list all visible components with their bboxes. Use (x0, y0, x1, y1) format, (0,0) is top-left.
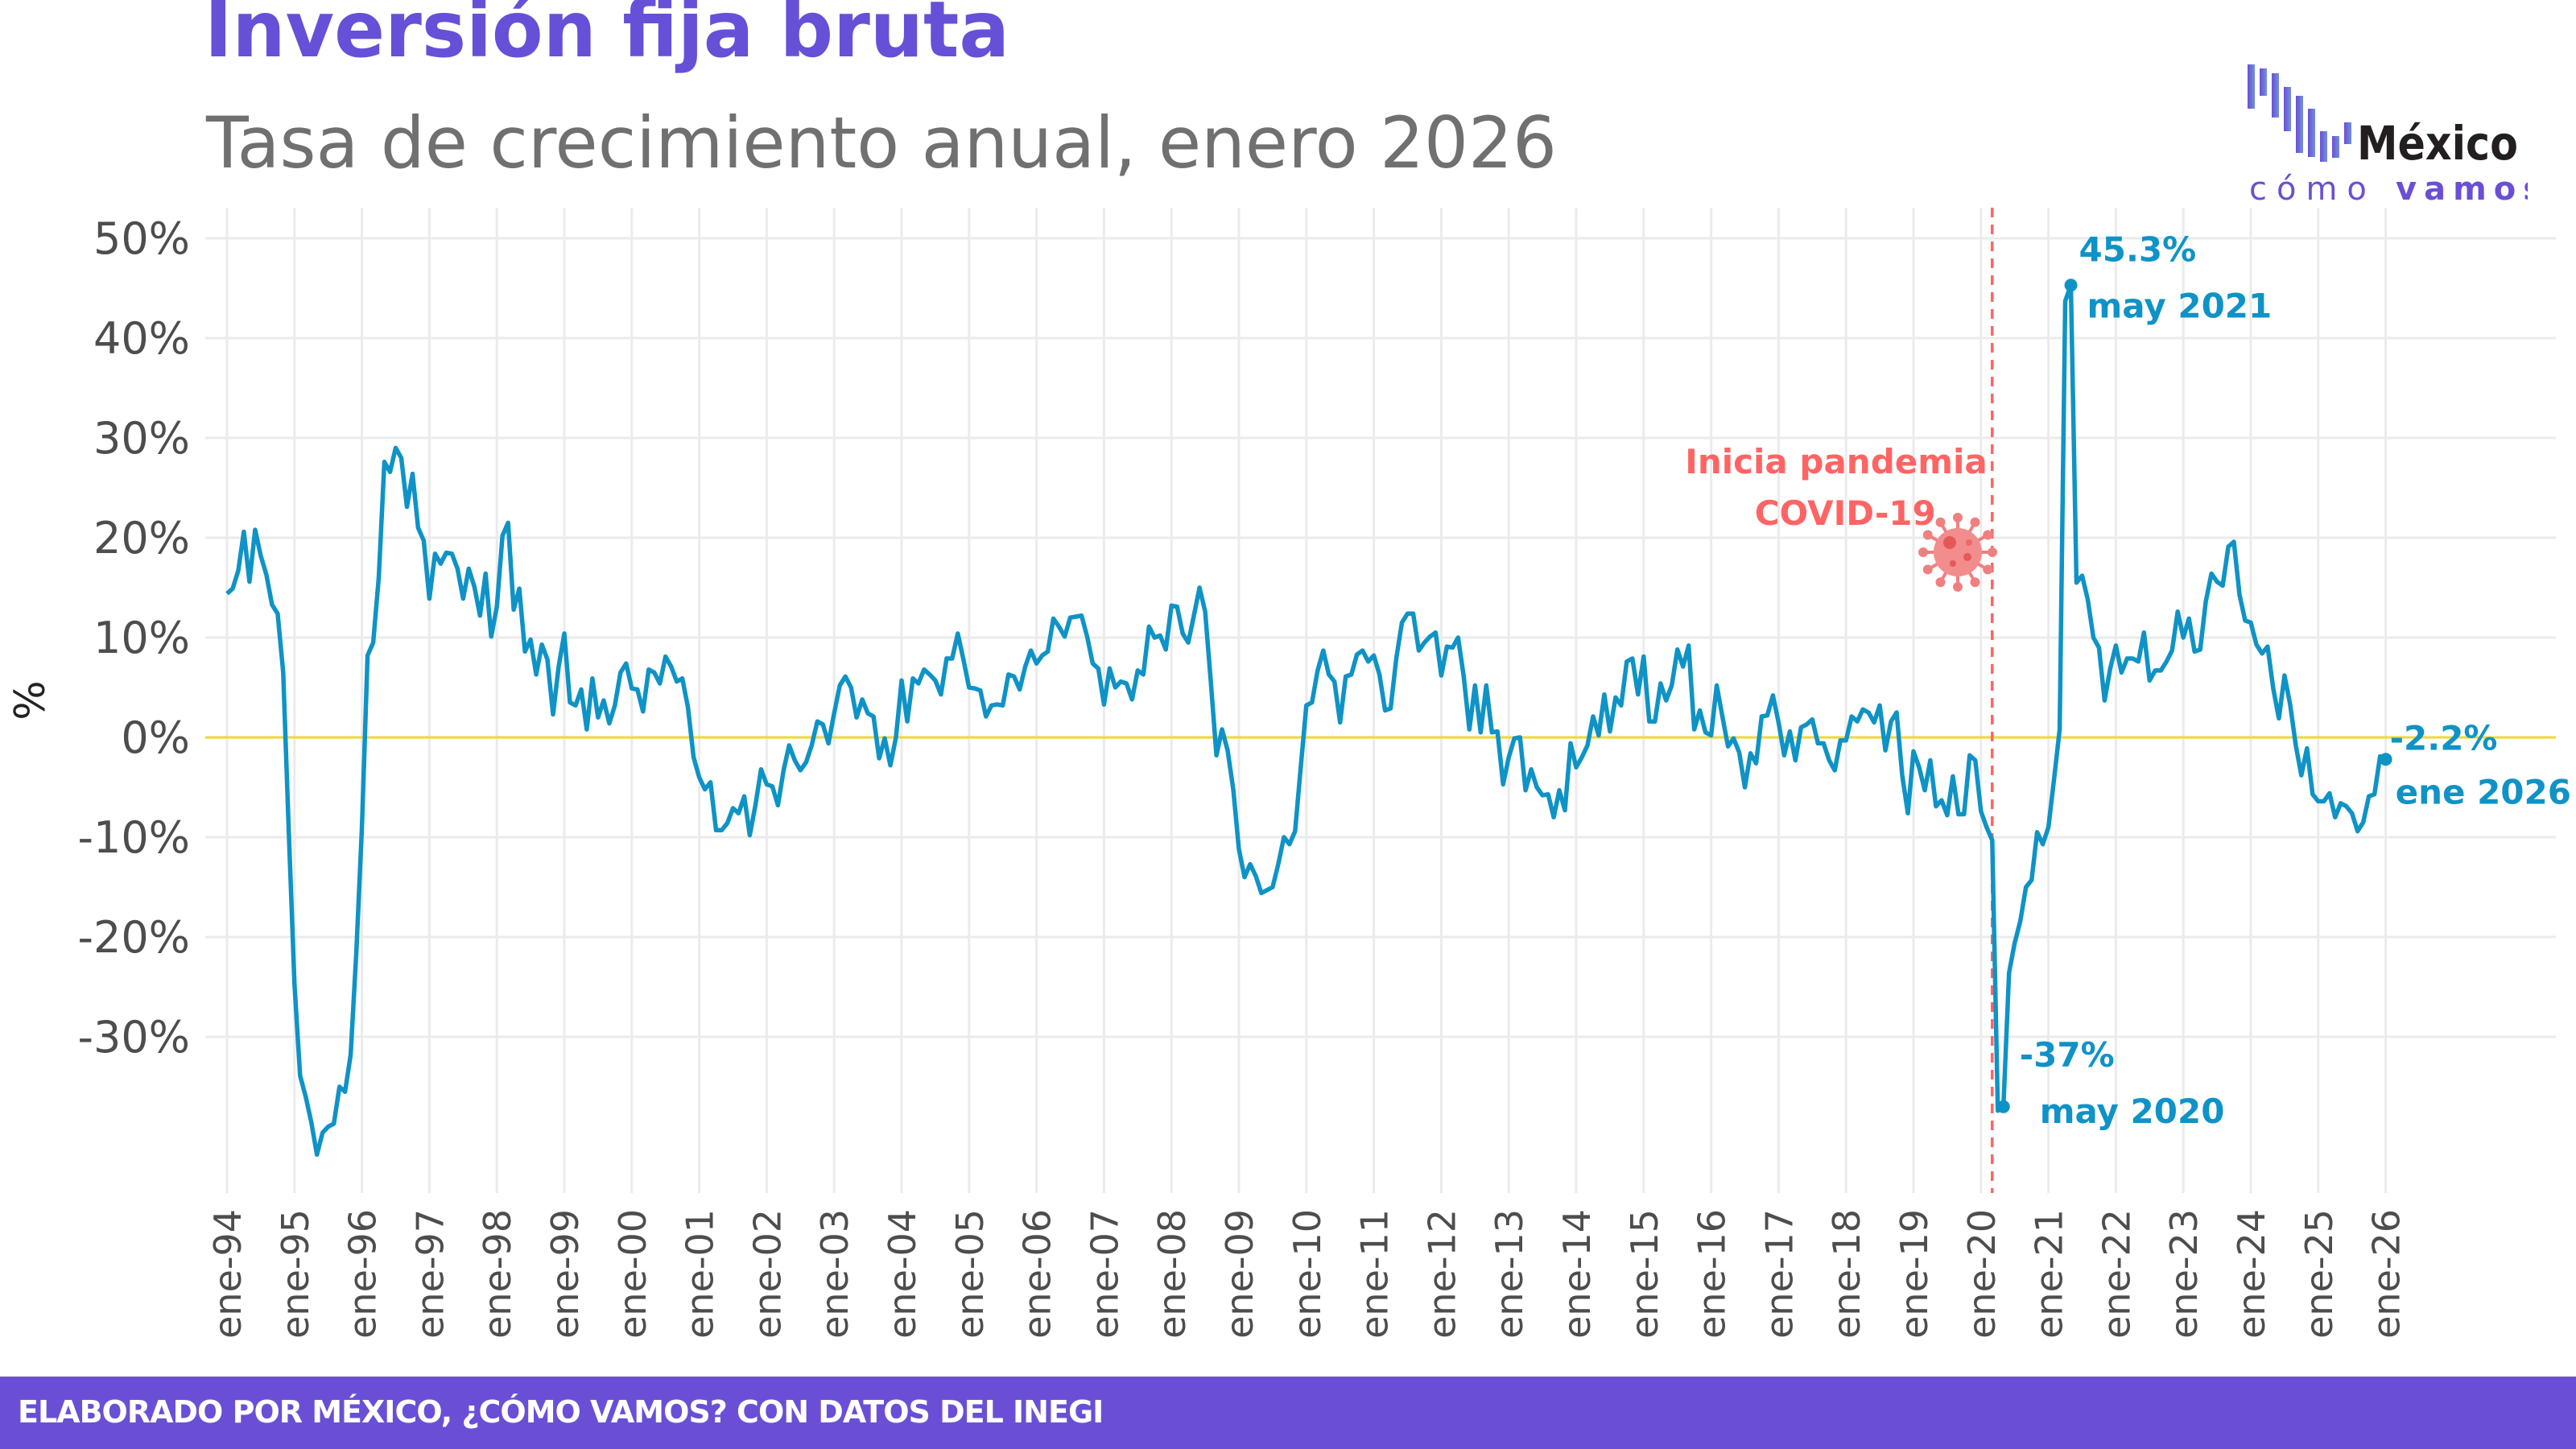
highlight-point (2064, 279, 2078, 292)
mexico-como-vamos-logo: México cómo vamos (2248, 64, 2528, 208)
x-tick-label: ene-18 (1825, 1209, 1868, 1339)
virus-spike-tip (1953, 582, 1963, 592)
x-tick-label: ene-25 (2297, 1209, 2341, 1339)
y-axis-ticks: 50% 40% 30% 20% 10% 0% -10% -20% -30% (77, 213, 190, 1063)
x-tick-label: ene-01 (679, 1209, 722, 1339)
x-tick-label: ene-17 (1757, 1209, 1801, 1339)
x-tick-label: ene-08 (1150, 1209, 1194, 1339)
y-tick-label: 40% (93, 313, 190, 364)
x-tick-label: ene-19 (1893, 1209, 1936, 1339)
x-tick-label: ene-98 (476, 1209, 519, 1339)
y-tick-label: -30% (77, 1012, 190, 1063)
annotation-date: may 2020 (2040, 1092, 2225, 1131)
virus-spike-tip (1935, 517, 1946, 527)
x-axis-ticks: ene-94 ene-95 ene-96 ene-97 ene-98 ene-99 ene-… (206, 1209, 2409, 1339)
annotation-value: 45.3% (2079, 229, 2197, 269)
x-tick-label: ene-24 (2230, 1209, 2273, 1339)
x-tick-label: ene-26 (2365, 1209, 2409, 1339)
virus-spike-tip (1922, 530, 1933, 540)
x-tick-label: ene-15 (1623, 1209, 1666, 1339)
x-tick-label: ene-02 (745, 1209, 789, 1339)
y-axis-label: % (6, 680, 55, 720)
virus-spike-tip (1935, 577, 1946, 588)
x-tick-label: ene-14 (1555, 1209, 1599, 1339)
virus-spike-tip (1983, 530, 1993, 540)
y-tick-label: 0% (121, 712, 190, 763)
logo-como: cómo (2249, 171, 2376, 208)
x-tick-label: ene-94 (206, 1209, 250, 1339)
virus-spike-tip (1953, 513, 1963, 522)
y-tick-label: 10% (93, 613, 190, 663)
x-tick-label: ene-10 (1286, 1209, 1329, 1339)
x-tick-label: ene-23 (2162, 1209, 2206, 1339)
y-tick-label: 30% (93, 413, 190, 464)
series-line (225, 283, 2387, 1158)
virus-spike-tip (1983, 564, 1993, 575)
highlight-point (1996, 1100, 2010, 1113)
highlight-point (2379, 753, 2392, 766)
annotations: 45.3% may 2021 -37% may 2020 -2.2% ene 2026 In… (1685, 229, 2571, 1131)
logo-vamos: vamos (2396, 171, 2528, 208)
x-tick-label: ene-11 (1353, 1209, 1397, 1339)
x-tick-label: ene-97 (408, 1209, 452, 1339)
pandemic-label: Inicia pandemia (1685, 442, 1988, 481)
x-tick-label: ene-07 (1083, 1209, 1126, 1339)
pandemic-label: COVID-19 (1755, 493, 1936, 533)
x-tick-label: ene-96 (341, 1209, 385, 1339)
x-tick-label: ene-12 (1420, 1209, 1463, 1339)
x-tick-label: ene-16 (1690, 1209, 1734, 1339)
x-tick-label: ene-05 (948, 1209, 992, 1339)
virus-spike-tip (1970, 517, 1980, 527)
x-tick-label: ene-22 (2095, 1209, 2138, 1339)
source-note: ELABORADO POR MÉXICO, ¿CÓMO VAMOS? CON D… (18, 1394, 1104, 1430)
x-tick-label: ene-03 (813, 1209, 857, 1339)
grid (205, 208, 2556, 1193)
x-tick-label: ene-13 (1488, 1209, 1531, 1339)
virus-icon (1918, 513, 1997, 592)
x-tick-label: ene-09 (1218, 1209, 1261, 1339)
virus-spike-tip (1970, 577, 1980, 588)
x-tick-label: ene-00 (611, 1209, 654, 1339)
x-tick-label: ene-20 (1960, 1209, 2004, 1339)
x-tick-label: ene-21 (2028, 1209, 2071, 1339)
y-tick-label: 20% (93, 513, 190, 564)
x-tick-label: ene-99 (543, 1209, 587, 1339)
y-tick-label: -10% (77, 812, 190, 863)
chart-title: Inversión fija bruta (204, 0, 1009, 75)
x-tick-label: ene-06 (1016, 1209, 1059, 1339)
annotation-date: ene 2026 (2396, 772, 2571, 811)
x-tick-label: ene-04 (881, 1209, 924, 1339)
highlight-points (1996, 279, 2392, 1113)
annotation-value: -2.2% (2390, 718, 2498, 758)
logo-mexico: México (2357, 116, 2518, 171)
virus-spike-tip (1922, 564, 1933, 575)
virus-spike-tip (1988, 547, 1997, 557)
virus-spike-tip (1918, 547, 1928, 557)
footer-bar: ELABORADO POR MÉXICO, ¿CÓMO VAMOS? CON D… (0, 1377, 2576, 1449)
chart-subtitle: Tasa de crecimiento anual, enero 2026 (205, 101, 1557, 184)
annotation-value: -37% (2020, 1035, 2115, 1075)
annotation-date: may 2021 (2087, 286, 2273, 325)
y-tick-label: -20% (77, 912, 190, 963)
y-tick-label: 50% (93, 213, 190, 264)
x-tick-label: ene-95 (274, 1209, 317, 1339)
